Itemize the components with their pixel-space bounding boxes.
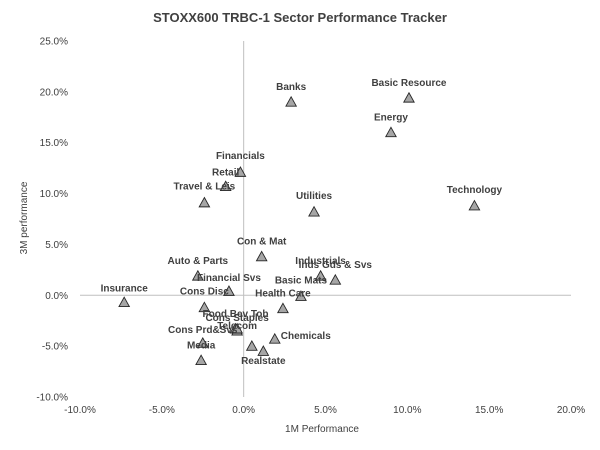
data-point-label: Auto & Parts bbox=[168, 256, 229, 267]
data-point-label: Realstate bbox=[241, 356, 286, 367]
data-point-label: Cons Disc bbox=[180, 286, 229, 297]
data-point-marker bbox=[198, 301, 211, 313]
y-tick-label: 5.0% bbox=[45, 240, 68, 251]
data-point-marker bbox=[285, 95, 298, 107]
data-point-marker bbox=[468, 199, 481, 211]
data-point-marker bbox=[294, 290, 307, 301]
data-point-marker bbox=[276, 302, 289, 314]
data-point-label: Retail bbox=[212, 167, 239, 178]
data-point-label: Telecom bbox=[217, 321, 257, 332]
x-tick-label: 5.0% bbox=[314, 405, 337, 416]
data-point-label: Travel & Leis bbox=[174, 182, 236, 193]
x-tick-label: -10.0% bbox=[64, 405, 96, 416]
data-point-marker bbox=[385, 126, 397, 138]
data-point-marker bbox=[403, 91, 415, 103]
data-point-marker bbox=[222, 285, 235, 296]
data-point-label: Inds Gds & Svs bbox=[299, 260, 373, 271]
y-axis-title: 3M performance bbox=[19, 181, 30, 254]
data-point-label: Banks bbox=[276, 82, 306, 93]
data-point-label: Energy bbox=[374, 113, 408, 124]
x-tick-label: 0.0% bbox=[232, 405, 255, 416]
data-point-marker bbox=[219, 180, 232, 192]
y-tick-label: 0.0% bbox=[45, 291, 68, 302]
data-point-marker bbox=[196, 336, 209, 348]
data-point-marker bbox=[245, 340, 258, 351]
y-tick-label: 25.0% bbox=[40, 37, 68, 48]
data-point-label: Technology bbox=[447, 185, 503, 196]
x-axis-title: 1M Performance bbox=[285, 424, 359, 435]
data-point-label: Media bbox=[187, 340, 216, 351]
y-tick-label: 20.0% bbox=[40, 87, 68, 98]
data-point-label: Insurance bbox=[101, 283, 149, 294]
data-point-label: Utilities bbox=[296, 191, 333, 202]
y-tick-label: 15.0% bbox=[40, 138, 68, 149]
data-point-label: Basic Mats bbox=[275, 275, 328, 286]
chart-title: STOXX600 TRBC-1 Sector Performance Track… bbox=[153, 10, 447, 25]
data-point-marker bbox=[198, 196, 211, 208]
data-point-label: Health Care bbox=[255, 289, 311, 300]
data-point-marker bbox=[257, 345, 270, 356]
data-point-label: Cons Prd&Svs bbox=[168, 325, 238, 336]
data-point-marker bbox=[255, 250, 268, 262]
data-point-label: Cons Staples bbox=[205, 313, 269, 324]
y-tick-label: 10.0% bbox=[40, 189, 68, 200]
data-point-marker bbox=[268, 332, 281, 344]
data-point-label: Financial Svs bbox=[197, 273, 261, 284]
data-point-marker bbox=[308, 205, 321, 217]
data-point-marker bbox=[231, 322, 244, 334]
data-point-label: Chemicals bbox=[281, 331, 331, 342]
data-point-marker bbox=[195, 354, 208, 365]
data-point-marker bbox=[329, 273, 342, 285]
data-point-marker bbox=[191, 269, 204, 281]
data-point-label: Con & Mat bbox=[237, 237, 287, 248]
data-point-label: Food Bev Tob bbox=[203, 309, 269, 320]
data-point-marker bbox=[314, 269, 327, 281]
data-point-label: Financials bbox=[216, 151, 265, 162]
data-point-marker bbox=[118, 296, 131, 308]
y-tick-label: -10.0% bbox=[36, 393, 68, 404]
data-point-label: Industrials bbox=[295, 256, 346, 267]
y-tick-label: -5.0% bbox=[42, 342, 68, 353]
data-point-marker bbox=[234, 166, 247, 177]
x-tick-label: 10.0% bbox=[393, 405, 421, 416]
x-tick-label: 20.0% bbox=[557, 405, 585, 416]
x-tick-label: -5.0% bbox=[149, 405, 175, 416]
data-point-label: Basic Resource bbox=[371, 78, 446, 89]
x-tick-label: 15.0% bbox=[475, 405, 503, 416]
